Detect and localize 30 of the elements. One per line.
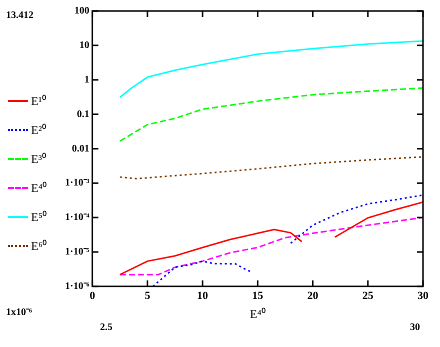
text: 1x10⁻⁶ xyxy=(6,306,32,318)
legend-label: E⁴⁰ xyxy=(31,180,47,196)
x-axis-title: E⁴⁰ xyxy=(250,306,266,321)
y-tick-label: 1·10⁻⁶ xyxy=(64,280,90,292)
text: 13.412 xyxy=(6,10,34,21)
y-tick-label: 0.01 xyxy=(72,143,90,154)
y-tick-label: 0.1 xyxy=(76,108,90,120)
legend-label: E⁶⁰ xyxy=(31,238,47,254)
x-tick-label: 20 xyxy=(307,290,319,302)
y-tick-label: 1·10⁻³ xyxy=(64,178,90,189)
x-tick-label: 30 xyxy=(418,290,429,302)
x-tick-label: 5 xyxy=(144,290,151,302)
legend-label: E¹⁰ xyxy=(31,93,46,109)
y-tick-label: 1·10⁻⁴ xyxy=(64,212,90,224)
y-tick-label: 1·10⁻⁵ xyxy=(64,246,90,258)
y-tick-label: 1 xyxy=(84,74,90,86)
x-tick-label: 15 xyxy=(252,290,264,302)
legend-label: E⁵⁰ xyxy=(31,209,47,225)
x-tick-label: 25 xyxy=(362,290,374,302)
text: 30 xyxy=(410,322,420,333)
y-tick-label: 10 xyxy=(79,40,90,52)
x-tick-label: 10 xyxy=(197,290,209,302)
y-tick-label: 100 xyxy=(74,6,90,17)
legend-label: E³⁰ xyxy=(31,151,46,167)
text: 2.5 xyxy=(100,322,112,333)
line-series xyxy=(119,216,423,276)
x-tick-label: 0 xyxy=(90,290,96,302)
line-series xyxy=(119,87,423,142)
line-series xyxy=(119,156,423,180)
legend-label: E²⁰ xyxy=(31,122,46,138)
